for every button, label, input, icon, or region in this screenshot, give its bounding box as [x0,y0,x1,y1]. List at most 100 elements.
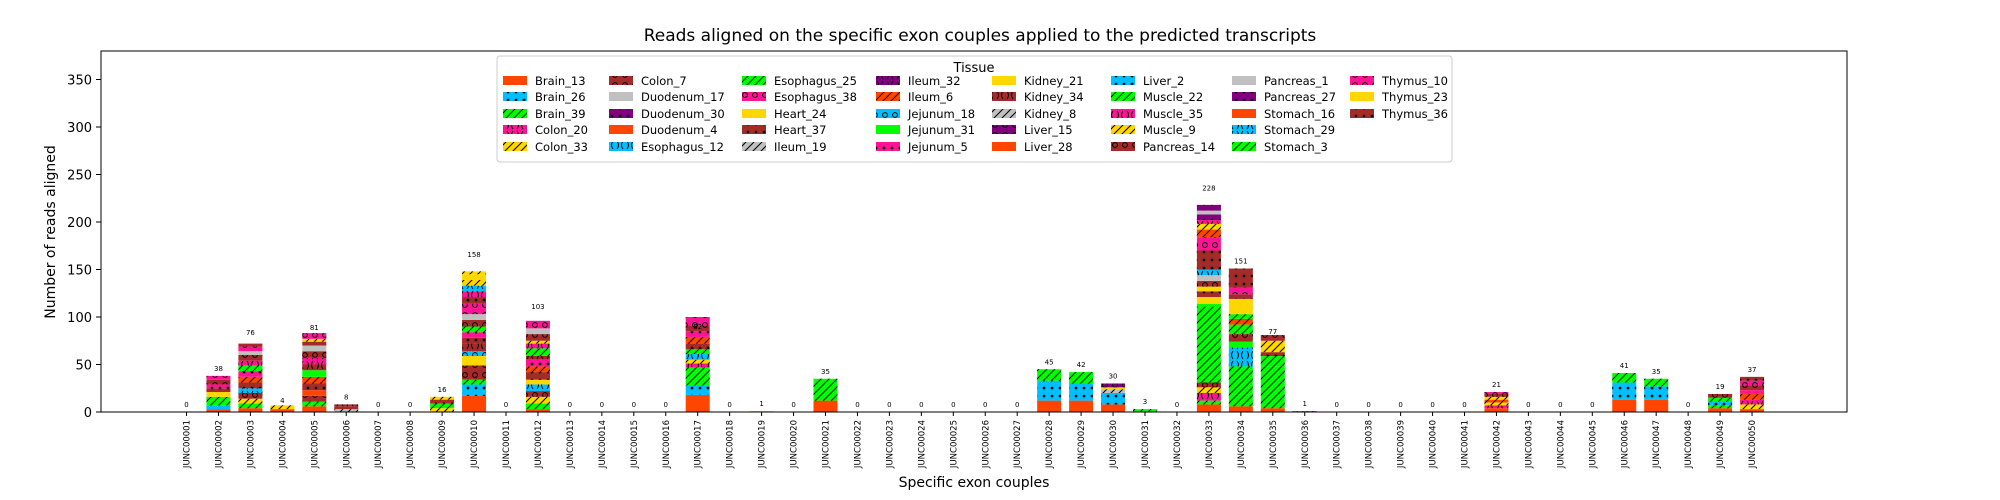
bar-segment [525,359,550,367]
bar-segment [238,346,263,352]
x-tick-label: JUNC00024 [917,420,927,469]
legend-entry: Thymus_23 [1350,90,1448,104]
bar-total-label: 77 [1268,328,1277,336]
bar-segment [1228,318,1253,325]
bar-segment [1644,386,1669,400]
x-tick-label: JUNC00049 [1716,420,1726,469]
y-tick-label: 350 [67,74,92,89]
x-tick-label: JUNC00035 [1269,420,1279,469]
bar-total-label: 8 [344,393,348,401]
legend-entry: Liver_28 [992,140,1073,154]
x-tick-label: JUNC00011 [502,420,512,469]
bar-segment [1196,404,1221,412]
x-tick-label: JUNC00047 [1652,420,1662,469]
bar-segment [1260,335,1285,341]
bar-segment [1228,341,1253,348]
legend-swatch [609,125,633,134]
bars-layer [206,204,1765,412]
bar-segment [1740,404,1765,410]
bar-segment [1196,291,1221,298]
legend-entry: Colon_20 [503,123,588,137]
bar-total-label: 0 [887,401,891,409]
x-tick-label: JUNC00045 [1588,420,1598,469]
bar-segment [1708,401,1733,406]
x-tick-label: JUNC00038 [1365,420,1375,469]
bar-segment [238,365,263,372]
bar-segment [685,394,710,412]
bar-segment [1484,396,1509,400]
bar-segment [334,404,359,407]
bar-segment [1196,393,1221,401]
legend-entry: Kidney_34 [992,90,1084,104]
bar-segment [1196,269,1221,276]
legend-entry: Pancreas_27 [1232,90,1336,104]
x-tick-label: JUNC00041 [1461,420,1471,469]
legend-label: Thymus_10 [1381,74,1448,88]
bar-segment [1260,352,1285,356]
bar-segment [206,375,231,380]
bar-segment [430,408,455,412]
bar-segment [270,405,295,410]
bar-segment [302,395,327,402]
bar-segment [206,409,231,412]
plot-frame [100,50,1848,413]
x-tick-label: JUNC00020 [790,420,800,469]
legend-label: Liver_28 [1024,140,1073,154]
bar-segment [302,364,327,371]
bar-total-label: 0 [600,401,604,409]
bar-segment [238,351,263,355]
legend-entry: Brain_13 [503,74,586,88]
bar-segment [1196,306,1221,326]
bar-segment [462,365,487,380]
bar-segment [462,297,487,304]
x-tick-label: JUNC00021 [822,420,832,469]
legend-items: Brain_13 Brain_26 Brain_39 Colon_20 Colon_33… [503,74,1448,154]
bar-total-label: 0 [184,401,188,409]
bar-segment [238,388,263,393]
bar-segment [525,334,550,341]
bar-segment [1196,325,1221,378]
x-tick-label: JUNC00018 [726,420,736,469]
bar-total-label: 0 [376,401,380,409]
bar-segment [1196,286,1221,292]
bar-total-label: 0 [855,401,859,409]
bar-segment [1708,408,1733,412]
bar-segment [462,303,487,315]
bar-segment [462,319,487,327]
legend-entry: Stomach_3 [1232,140,1328,154]
x-tick-label: JUNC00004 [278,420,288,469]
x-tick-label: JUNC00001 [183,420,193,469]
x-tick-label: JUNC00023 [885,420,895,469]
bar-segment [1260,366,1285,403]
x-tick-label: JUNC00013 [566,420,576,469]
bar-segment [1228,334,1253,342]
bar-segment [334,409,359,412]
bar-segment [430,396,455,400]
x-tick-label: JUNC00008 [406,420,416,469]
bar-segment [1740,399,1765,405]
bar-total-label: 1 [759,400,763,408]
bar-total-label: 0 [1686,401,1690,409]
y-axis-label: Number of reads aligned [43,145,59,319]
bar-segment [206,384,231,389]
x-tick-label: JUNC00043 [1524,420,1534,469]
x-tick-label: JUNC00015 [630,420,640,469]
legend-swatch [992,142,1016,151]
bar-segment [1708,393,1733,398]
bar-total-label: 0 [791,401,795,409]
bar-segment [238,398,263,404]
legend-label: Thymus_36 [1381,107,1448,121]
y-tick-label: 0 [84,406,92,421]
legend-entry: Heart_37 [742,123,826,137]
bar-total-label: 82 [693,323,702,331]
legend-entry: Thymus_36 [1350,107,1448,121]
x-axis-label: Specific exon couples [899,475,1050,491]
bar-segment [1260,340,1285,348]
bar-segment [1644,378,1669,387]
bar-segment [1101,404,1126,412]
legend-swatch [1350,92,1374,101]
bar-total-label: 0 [408,401,412,409]
bar-segment [1740,385,1765,391]
bar-segment [1612,373,1637,383]
